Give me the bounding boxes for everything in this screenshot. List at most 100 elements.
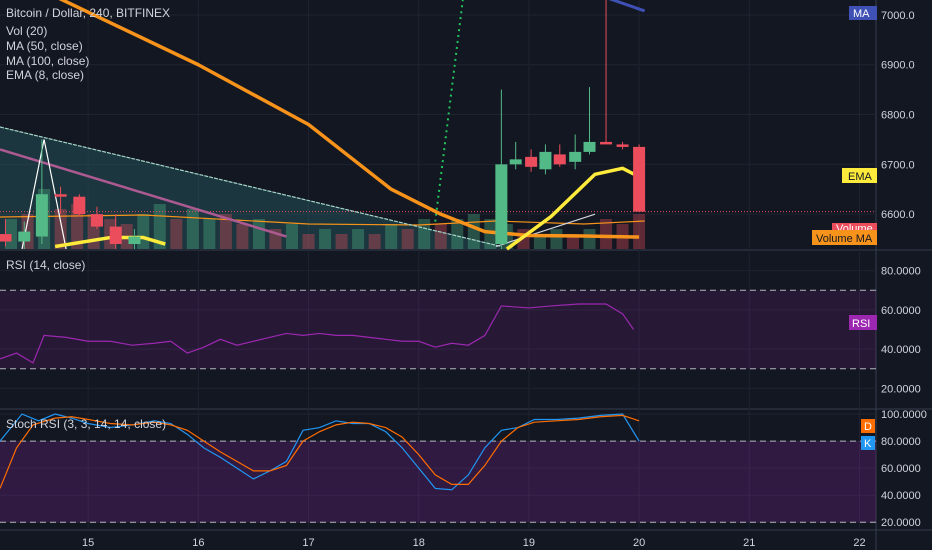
svg-text:Volume MA: Volume MA [816,233,873,245]
ema-price-tag: EMA [842,168,877,183]
recent-candle-body-7[interactable] [600,141,613,145]
price-tick-label-2: 6800.0 [881,110,915,122]
rsi-tick-label-1: 60.0000 [881,305,921,317]
volume-bar-13 [219,214,232,249]
svg-text:RSI: RSI [852,318,870,330]
stoch-rsi-title[interactable]: Stoch RSI (3, 3, 14, 14, close) [6,417,166,431]
recent-candle-body-6[interactable] [583,141,596,152]
volume-bar-19 [319,229,332,249]
descending-wedge-fill [0,126,502,249]
x-tick-label-6: 21 [743,537,755,549]
ema8-line-segment-0[interactable] [54,235,166,249]
recent-candle-body-2[interactable] [525,156,538,167]
indicator-ma100[interactable]: MA (100, close) [6,54,89,68]
price-tick-label-4: 6600.0 [881,209,915,221]
volume-bar-10 [170,219,183,249]
volume-bar-26 [434,224,447,249]
stoch-tick-label-4: 20.0000 [881,517,921,529]
stoch-d-line[interactable] [0,414,640,489]
x-tick-label-2: 17 [302,537,314,549]
symbol-title[interactable]: Bitcoin / Dollar, 240, BITFINEX [6,6,170,20]
volume-bar-11 [186,209,199,249]
price-pane[interactable] [0,0,876,251]
axes[interactable]: 15 16 17 18 19 20 21 22 7000.0 6900.0 6800.0 6700.0… [82,10,927,549]
candle-body-5[interactable] [90,214,103,227]
x-tick-label-7: 22 [853,537,865,549]
volume-bar-21 [352,229,365,249]
dotted-projection-line[interactable] [434,0,464,222]
candle-body-7[interactable] [128,236,141,245]
rsi-title[interactable]: RSI (14, close) [6,258,85,272]
stoch-tick-label-2: 60.0000 [881,463,921,475]
trendline-0[interactable] [0,126,502,248]
rsi-pane[interactable] [0,289,876,370]
volume-bar-14 [236,224,249,249]
volume-bar-15 [252,219,265,249]
volume-bar-0 [5,219,18,249]
recent-candle-body-9[interactable] [633,146,646,212]
indicator-ema8[interactable]: EMA (8, close) [6,68,84,82]
volume-bar-25 [418,219,431,249]
svg-text:D: D [864,421,872,433]
recent-candle-body-1[interactable] [509,159,522,165]
rsi-tick-label-2: 40.0000 [881,344,921,356]
recent-candle-body-4[interactable] [553,154,566,165]
pennant-drawing[interactable] [21,139,67,250]
candle-body-2[interactable] [35,194,48,237]
price-tick-label-3: 6700.0 [881,159,915,171]
recent-candle-body-5[interactable] [569,151,582,162]
stoch-k-tag: K [861,436,875,450]
indicator-volume[interactable]: Vol (20) [6,24,47,38]
candle-body-0[interactable] [0,234,12,242]
stoch-band-fill [0,441,876,523]
svg-text:K: K [864,438,872,450]
indicator-ma50[interactable]: MA (50, close) [6,39,83,53]
volume-bar-29 [484,219,497,249]
volume-bar-12 [203,219,216,249]
volume-bar-35 [583,229,596,249]
ma100-line[interactable] [606,0,646,13]
volume-bar-20 [335,234,348,249]
trendline-1[interactable] [0,148,287,238]
stoch-tick-label-3: 40.0000 [881,490,921,502]
volume-bar-34 [566,234,579,249]
volume-bar-23 [385,224,398,249]
volume-ma-price-tag: Volume MA [812,230,877,245]
candle-body-4[interactable] [73,196,86,215]
x-tick-label-5: 20 [633,537,645,549]
candle-body-3[interactable] [54,194,67,197]
volume-bar-36 [600,219,613,249]
rsi-band-fill [0,290,876,369]
volume-bar-4 [71,204,84,249]
x-tick-label-3: 18 [413,537,425,549]
stoch-rsi-pane[interactable] [0,413,876,523]
stoch-d-tag: D [861,419,875,433]
volume-bar-22 [368,234,381,249]
volume-bar-28 [467,214,480,249]
recent-candle-body-3[interactable] [539,151,552,170]
ema8-line-segment-1[interactable] [505,166,640,251]
rsi-value-tag: RSI [849,315,877,330]
recent-candle-body-8[interactable] [616,144,629,147]
rsi-tick-label-0: 80.0000 [881,266,921,278]
candle-body-1[interactable] [18,231,31,242]
x-tick-label-0: 15 [82,537,94,549]
price-tick-label-1: 6900.0 [881,60,915,72]
volume-bar-27 [451,219,464,249]
ma-price-tag: MA [849,6,877,20]
trendline-2[interactable] [495,213,596,248]
stoch-tick-label-1: 80.0000 [881,436,921,448]
volume-bar-33 [550,229,563,249]
candle-body-6[interactable] [109,226,122,245]
volume-bar-32 [533,234,546,249]
ma50-line[interactable] [0,0,640,239]
volume-bar-38 [633,214,646,249]
rsi-tick-label-3: 20.0000 [881,383,921,395]
rsi-line[interactable] [0,303,635,364]
recent-candle-body-0[interactable] [495,164,508,245]
price-tick-label-0: 7000.0 [881,10,915,22]
volume-bar-18 [302,234,315,249]
